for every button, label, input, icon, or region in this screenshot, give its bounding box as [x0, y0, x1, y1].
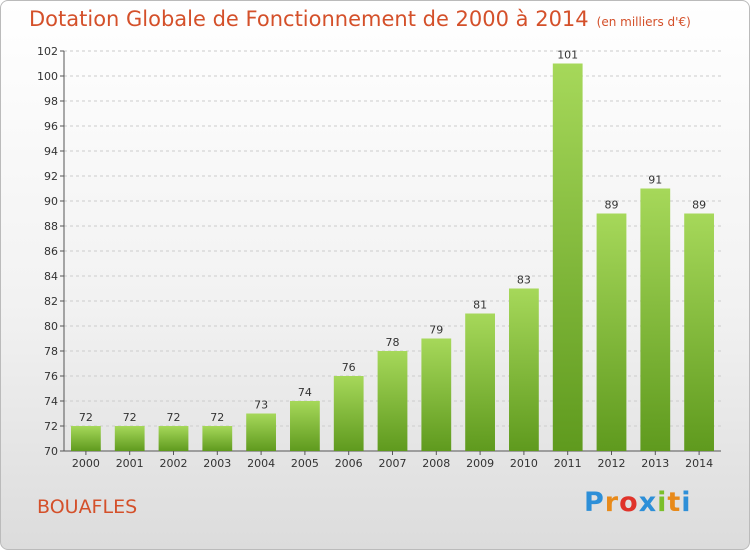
- bar: [596, 213, 627, 451]
- data-label: 101: [557, 49, 578, 62]
- y-tick-label: 84: [44, 270, 58, 283]
- chart-title: Dotation Globale de Fonctionnement de 20…: [29, 7, 691, 31]
- bar: [421, 338, 452, 451]
- bar: [114, 426, 145, 451]
- logo-letter: o: [619, 487, 639, 518]
- data-label: 78: [386, 336, 400, 349]
- data-label: 72: [210, 411, 224, 424]
- logo-letter: t: [667, 487, 682, 518]
- y-tick-label: 74: [44, 395, 58, 408]
- bar: [377, 351, 408, 451]
- bar: [202, 426, 233, 451]
- y-tick-label: 94: [44, 145, 58, 158]
- proxiti-logo[interactable]: Proxiti: [584, 487, 692, 518]
- x-tick-label: 2010: [510, 457, 538, 470]
- commune-name: BOUAFLES: [37, 496, 138, 518]
- x-tick-label: 2008: [422, 457, 450, 470]
- bar: [552, 63, 583, 451]
- data-label: 73: [254, 399, 268, 412]
- y-tick-label: 78: [44, 345, 58, 358]
- logo-letter: r: [604, 487, 620, 518]
- logo-letter: P: [584, 487, 605, 518]
- y-tick-label: 76: [44, 370, 58, 383]
- bar: [509, 288, 539, 451]
- data-label: 89: [605, 199, 619, 212]
- bar: [684, 213, 714, 451]
- y-tick-label: 88: [44, 220, 58, 233]
- axes: 70 72 74 76 78 80 82 84 86 88 90 92 94 96 98 100 102 2000…: [37, 45, 721, 470]
- data-label: 91: [648, 174, 662, 187]
- bar: [158, 426, 189, 451]
- x-tick-label: 2014: [685, 457, 713, 470]
- data-labels: 72 72 72 72 73 74 76 78 79 81 83 101 89 91 89: [79, 49, 706, 425]
- y-tick-label: 90: [44, 195, 58, 208]
- y-tick-label: 98: [44, 95, 58, 108]
- data-label: 74: [298, 386, 312, 399]
- data-label: 72: [123, 411, 137, 424]
- data-label: 89: [692, 199, 706, 212]
- y-tick-label: 100: [37, 70, 58, 83]
- data-label: 81: [473, 299, 487, 312]
- bar: [71, 426, 101, 451]
- data-label: 76: [342, 361, 356, 374]
- logo-letter: x: [638, 487, 658, 518]
- x-tick-label: 2000: [72, 457, 100, 470]
- x-tick-label: 2013: [641, 457, 669, 470]
- data-label: 72: [79, 411, 93, 424]
- y-tick-label: 70: [44, 445, 58, 458]
- bar: [246, 413, 276, 451]
- y-tick-label: 92: [44, 170, 58, 183]
- y-tick-label: 102: [37, 45, 58, 58]
- data-label: 72: [167, 411, 181, 424]
- logo-letter: i: [657, 487, 668, 518]
- data-label: 79: [429, 324, 443, 337]
- y-tick-label: 86: [44, 245, 58, 258]
- x-tick-label: 2009: [466, 457, 494, 470]
- data-label: 83: [517, 274, 531, 287]
- bar: [333, 376, 364, 451]
- y-tick-label: 82: [44, 295, 58, 308]
- x-tick-label: 2001: [116, 457, 144, 470]
- x-tick-label: 2012: [598, 457, 626, 470]
- x-tick-label: 2011: [554, 457, 582, 470]
- y-tick-label: 96: [44, 120, 58, 133]
- bar: [465, 313, 495, 451]
- bars: [71, 63, 714, 451]
- bar: [290, 401, 320, 451]
- logo-letter: i: [681, 487, 692, 518]
- chart-title-text: Dotation Globale de Fonctionnement de 20…: [29, 7, 589, 31]
- x-tick-label: 2007: [379, 457, 407, 470]
- bar: [640, 188, 671, 451]
- y-tick-label: 80: [44, 320, 58, 333]
- x-tick-label: 2004: [247, 457, 275, 470]
- x-tick-label: 2005: [291, 457, 319, 470]
- chart-subtitle: (en milliers d'€): [596, 15, 691, 29]
- x-tick-label: 2002: [160, 457, 188, 470]
- x-tick-label: 2006: [335, 457, 363, 470]
- y-tick-label: 72: [44, 420, 58, 433]
- x-tick-label: 2003: [203, 457, 231, 470]
